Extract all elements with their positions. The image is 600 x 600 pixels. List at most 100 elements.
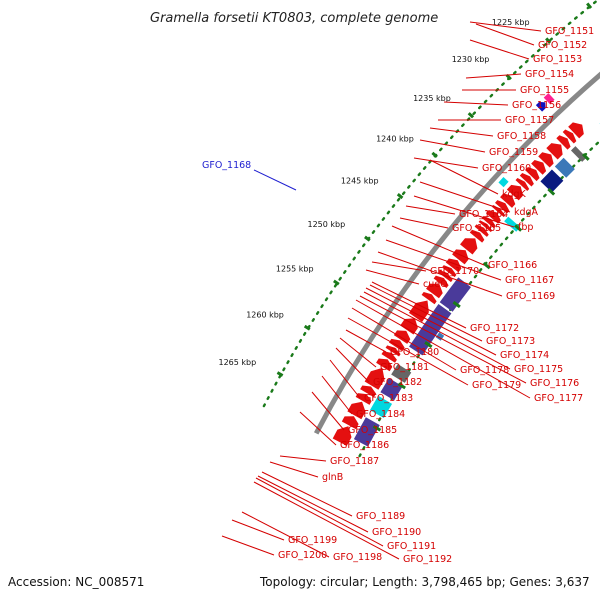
cds-arrow: [531, 160, 547, 175]
label-leader-line: [413, 157, 479, 169]
cds-arrow: [524, 166, 540, 182]
label-leader-line: [405, 205, 456, 215]
label-leader-line: [335, 347, 370, 383]
title-background: [148, 6, 454, 26]
label-leader-line: [391, 225, 485, 266]
gene-label: GFO_1160: [482, 163, 531, 174]
label-leader-line: [221, 535, 275, 556]
label-leader-line: [429, 159, 499, 195]
scale-tick-inner: [424, 341, 433, 349]
gene-label: GFO_1172: [470, 323, 519, 334]
gene-box-outer: [543, 93, 555, 105]
scale-tick: [276, 371, 284, 377]
scale-tick-label: 1240 kbp: [376, 134, 414, 143]
gene-label: GFO_1155: [520, 85, 569, 96]
scale-tick-label: 1245 kbp: [341, 176, 379, 185]
label-leader-line: [279, 455, 327, 462]
gene-label: GFO_1179: [472, 380, 521, 391]
scale-tick: [586, 2, 593, 10]
gene-label-blue: GFO_1168: [202, 160, 251, 171]
label-leader-line: [369, 284, 483, 342]
scale-tick-label: 1230 kbp: [452, 55, 490, 64]
cds-arrow: [562, 129, 577, 144]
gene-label: GFO_1191: [387, 541, 436, 552]
label-leader-line: [231, 519, 285, 541]
backbone-arc: [313, 71, 600, 435]
gene-label: GFO_1181: [380, 362, 429, 373]
label-leader-line: [255, 477, 384, 547]
gene-box: [498, 177, 509, 188]
gene-label: GFO_1174: [500, 350, 549, 361]
cds-arrow: [433, 275, 449, 289]
cds-arrow: [500, 193, 516, 208]
label-leader-line: [475, 23, 535, 46]
gene-label: kdgK: [502, 189, 527, 200]
cds-arrow: [515, 178, 530, 192]
cds-arrow: [474, 224, 489, 237]
label-leader-line: [351, 307, 457, 371]
gene-label: GFO_1184: [356, 409, 405, 420]
inner-tick-ring: [358, 139, 600, 458]
gene-label: glnB: [322, 472, 343, 483]
cds-arrow: [381, 351, 397, 363]
scale-tick-inner: [452, 300, 461, 309]
backbone-highlight: [320, 81, 600, 437]
label-leader-line: [465, 73, 522, 79]
accession-text: Accession: NC_008571: [8, 575, 144, 589]
label-leader-line: [347, 317, 469, 386]
cds-arrow: [469, 229, 485, 243]
cds-arrow: [546, 143, 563, 160]
gene-label: GFO_1198: [333, 552, 382, 563]
gene-label: GFO_1189: [356, 511, 405, 522]
label-leader-line: [311, 391, 345, 431]
gene-label: GFO_1186: [340, 440, 389, 451]
gene-arrow-outer: [535, 101, 546, 112]
gene-label: GFO_1166: [488, 260, 537, 271]
gene-box: [353, 417, 380, 447]
label-leader-line: [469, 21, 542, 32]
gene-label: GFO_1199: [288, 535, 337, 546]
scale-tick: [333, 279, 340, 286]
gene-box: [380, 378, 403, 401]
label-leader-line: [253, 169, 297, 191]
label-leader-line: [359, 295, 527, 384]
cds-arrow: [556, 135, 571, 150]
scale-tick-label: 1260 kbp: [246, 311, 284, 320]
scale-tick-inner: [582, 153, 590, 161]
gene-box: [391, 363, 412, 383]
scale-tick-label: 1225 kbp: [492, 18, 530, 27]
label-leader-line: [429, 127, 494, 137]
cds-arrow: [538, 152, 554, 168]
cds-arrow: [426, 283, 443, 299]
gene-box: [540, 169, 564, 193]
cds-arrow: [460, 238, 478, 255]
gene-label: GFO_1159: [489, 147, 538, 158]
scale-tick: [431, 151, 438, 159]
cds-arrow: [421, 292, 437, 305]
cds-arrow: [485, 210, 501, 224]
scale-tick: [505, 73, 512, 81]
label-leader-line: [365, 287, 497, 356]
cds-arrow: [376, 358, 393, 372]
gene-label: GFO_1156: [512, 100, 561, 111]
label-leader-line: [345, 329, 387, 353]
label-leader-line: [339, 337, 377, 368]
label-leader-line: [355, 299, 531, 399]
label-leader-line: [261, 471, 353, 517]
gene-label: GFO_1187: [330, 456, 379, 467]
cds-arrow: [408, 300, 429, 322]
scale-tick-inner: [482, 261, 491, 270]
label-leader-line: [413, 195, 515, 228]
gene-box: [554, 157, 575, 178]
gene-label: GFO_1167: [505, 275, 554, 286]
cds-arrow: [478, 220, 493, 233]
gene-label: GFO_1154: [525, 69, 574, 80]
gene-label: GFO_1158: [497, 131, 546, 142]
label-lines-layer: [221, 21, 542, 560]
label-leader-line: [253, 481, 400, 560]
gene-label: GFO_1182: [373, 377, 422, 388]
cds-arrow: [519, 172, 534, 187]
label-leader-line: [399, 217, 449, 229]
